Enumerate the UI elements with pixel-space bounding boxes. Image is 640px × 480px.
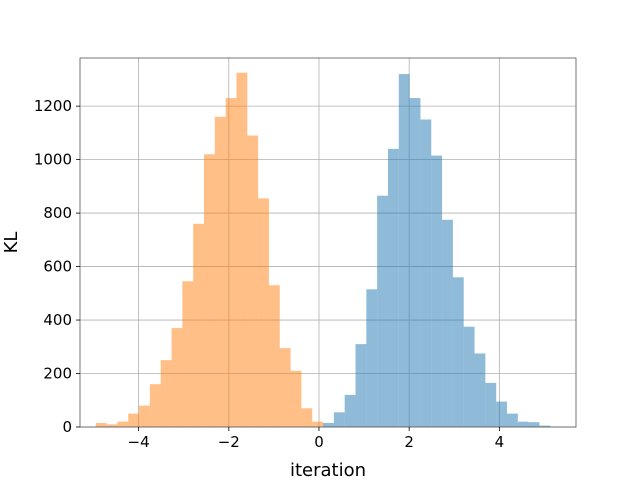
histogram-bar xyxy=(409,98,421,427)
x-tick-label: −4 xyxy=(128,433,150,451)
histogram-bar xyxy=(128,413,140,427)
histogram-bar xyxy=(247,135,259,428)
x-tick-label: 4 xyxy=(495,433,505,451)
ticks: −4 −2 0 2 4 0 200 400 600 800 1000 1200 xyxy=(34,97,504,451)
histogram-bar xyxy=(268,285,280,427)
histogram-bar xyxy=(193,223,204,427)
histogram-bar xyxy=(139,405,150,427)
histogram-bar xyxy=(279,348,291,427)
histogram-bar xyxy=(214,116,226,428)
x-tick-label: −2 xyxy=(218,433,240,451)
plot-frame xyxy=(79,57,577,428)
histogram-bar xyxy=(333,412,345,427)
histogram-bar xyxy=(301,408,313,427)
histogram-bar xyxy=(160,360,172,427)
y-tick-label: 1200 xyxy=(34,97,72,115)
histogram-bar xyxy=(366,289,378,427)
histogram-bar xyxy=(182,281,194,427)
y-tick-label: 800 xyxy=(43,204,72,222)
histogram-bar xyxy=(442,219,453,427)
histogram-bar xyxy=(474,353,486,427)
histogram-bar xyxy=(539,425,551,427)
y-tick-label: 1000 xyxy=(34,151,72,169)
histogram-bar xyxy=(355,344,367,427)
histogram-bar xyxy=(387,148,399,428)
histogram-bar xyxy=(463,326,475,427)
histogram-bar xyxy=(225,98,237,427)
y-tick-label: 0 xyxy=(62,418,72,436)
histogram-bar xyxy=(420,119,432,427)
histogram-bar xyxy=(398,74,410,427)
histogram-bar xyxy=(528,422,540,427)
histogram-bar xyxy=(149,384,161,427)
histogram-bar xyxy=(117,421,129,427)
histogram-bar xyxy=(290,370,302,427)
histogram-bar xyxy=(496,401,508,427)
y-axis-label: KL xyxy=(1,232,22,254)
histogram-bar xyxy=(258,198,269,427)
histogram-bar xyxy=(95,422,107,427)
histogram-bar xyxy=(106,424,118,427)
histogram-bar xyxy=(171,328,183,427)
histogram-bar xyxy=(323,422,334,427)
y-tick-label: 600 xyxy=(43,258,72,276)
y-tick-label: 400 xyxy=(43,311,72,329)
x-tick-label: 0 xyxy=(314,433,324,451)
histogram-bar xyxy=(236,72,248,428)
histogram-bar xyxy=(517,421,529,427)
histogram-bar xyxy=(452,277,464,427)
histogram-bar xyxy=(204,154,215,427)
histogram-bar xyxy=(507,413,518,427)
bars xyxy=(95,72,551,428)
histogram-bar xyxy=(312,421,324,427)
x-tick-label: 2 xyxy=(404,433,414,451)
y-tick-label: 200 xyxy=(43,365,72,383)
histogram-bar xyxy=(485,382,497,427)
histogram-bar xyxy=(431,155,443,427)
x-axis-label: iteration xyxy=(290,460,366,480)
histogram-bar xyxy=(344,394,356,427)
histogram-bar xyxy=(377,195,388,427)
